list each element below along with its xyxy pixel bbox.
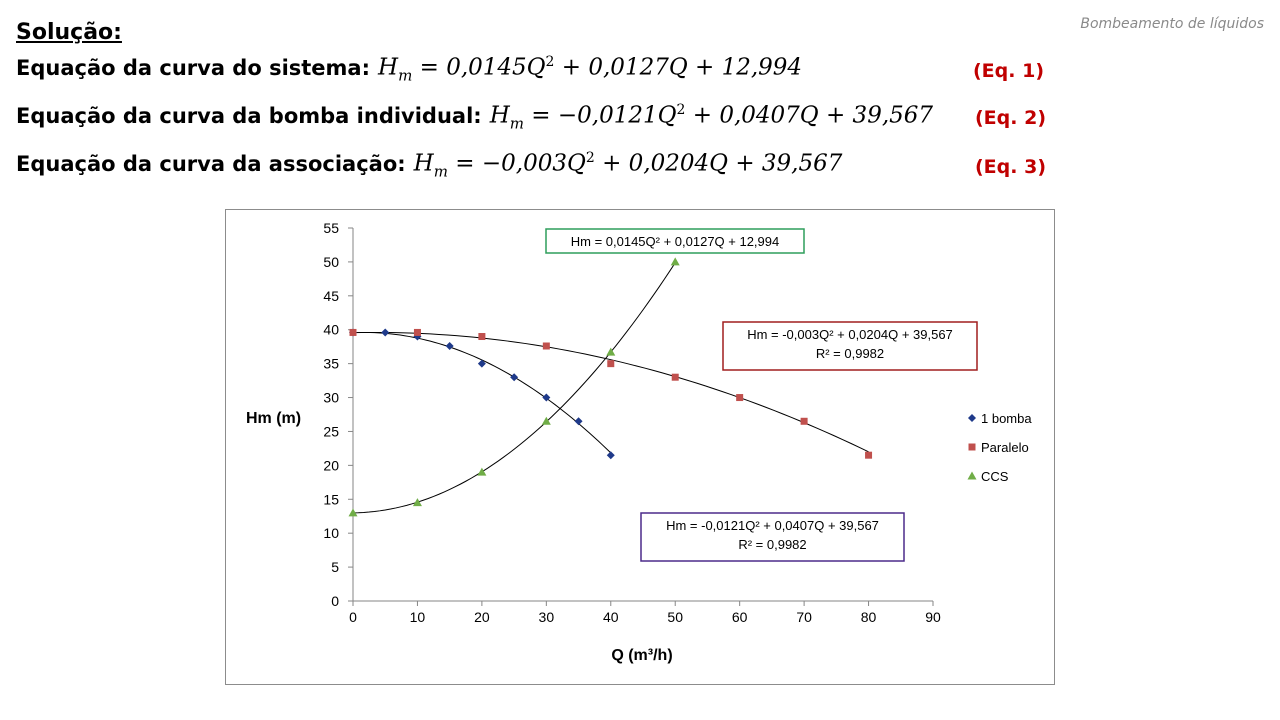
- equation-box-text: Hm = -0,0121Q² + 0,0407Q + 39,567: [666, 518, 879, 533]
- x-tick-label: 90: [925, 609, 941, 625]
- data-point-ccs: [541, 416, 551, 425]
- equation-pump: Equação da curva da bomba individual: Hm…: [16, 102, 933, 138]
- x-axis-title: Q (m³/h): [611, 647, 672, 664]
- header-note: Bombeamento de líquidos: [1080, 16, 1264, 32]
- data-point-paralelo: [800, 417, 808, 425]
- legend-label: 1 bomba: [981, 411, 1032, 426]
- y-tick-label: 40: [323, 322, 339, 338]
- data-point-paralelo: [349, 328, 357, 336]
- data-point-ccs: [606, 347, 616, 356]
- y-tick-label: 30: [323, 390, 339, 406]
- equation-formula: Hm = −0,0121Q2 + 0,0407Q + 39,567: [489, 102, 934, 133]
- data-point-paralelo: [607, 360, 615, 368]
- trendline-ccs: [352, 262, 676, 514]
- equation-box-bomba: [640, 512, 905, 562]
- equation-box-text: R² = 0,9982: [816, 346, 884, 361]
- x-tick-label: 70: [796, 609, 812, 625]
- data-point-1-bomba: [510, 373, 519, 382]
- y-axis-title: Hm (m): [246, 410, 301, 427]
- data-point-1-bomba: [381, 328, 390, 337]
- legend-marker: [968, 414, 976, 422]
- data-point-1-bomba: [542, 393, 551, 402]
- x-tick-label: 50: [667, 609, 683, 625]
- data-point-ccs: [670, 257, 680, 266]
- y-tick-label: 50: [323, 254, 339, 270]
- y-tick-label: 20: [323, 457, 339, 473]
- chart-frame: 0 5 10 15 20 25 30 35 40 45 50 55 0 10 20 30 40 50 60 70 80 9…: [225, 209, 1055, 685]
- data-point-ccs: [477, 467, 487, 476]
- y-tick-label: 10: [323, 525, 339, 541]
- equation-box-text: R² = 0,9982: [738, 537, 806, 552]
- legend-marker: [967, 471, 977, 480]
- x-tick-label: 40: [603, 609, 619, 625]
- equation-label: Equação da curva da associação:: [16, 151, 406, 176]
- x-tick-label: 10: [410, 609, 426, 625]
- x-tick-label: 30: [539, 609, 555, 625]
- y-tick-label: 45: [323, 288, 339, 304]
- equation-association: Equação da curva da associação: Hm = −0,…: [16, 150, 842, 186]
- y-tick-label: 25: [323, 423, 339, 439]
- trendline-1-bomba: [352, 331, 612, 454]
- legend-label: Paralelo: [981, 440, 1029, 455]
- data-point-ccs: [348, 508, 358, 517]
- data-point-ccs: [412, 498, 422, 507]
- data-point-paralelo: [671, 373, 679, 381]
- y-tick-label: 35: [323, 356, 339, 372]
- equation-label: Equação da curva do sistema:: [16, 55, 370, 80]
- legend-marker: [968, 443, 976, 451]
- data-point-paralelo: [478, 333, 486, 341]
- equation-box-ccs: [545, 228, 805, 254]
- equation-box-text: Hm = 0,0145Q² + 0,0127Q + 12,994: [571, 234, 780, 249]
- x-tick-label: 0: [349, 609, 357, 625]
- data-point-1-bomba: [445, 342, 454, 351]
- data-point-1-bomba: [477, 359, 486, 368]
- x-tick-label: 80: [861, 609, 877, 625]
- equation-tag-3: (Eq. 3): [975, 156, 1046, 178]
- equation-box-paralelo: [722, 321, 978, 371]
- equation-formula: Hm = −0,003Q2 + 0,0204Q + 39,567: [413, 150, 843, 181]
- data-point-1-bomba: [606, 451, 615, 460]
- solution-title: Solução:: [16, 20, 122, 45]
- y-tick-label: 55: [323, 220, 339, 236]
- y-tick-label: 15: [323, 491, 339, 507]
- trendline-paralelo: [352, 331, 869, 453]
- data-point-paralelo: [542, 342, 550, 350]
- data-point-paralelo: [736, 394, 744, 402]
- y-tick-label: 5: [331, 559, 339, 575]
- x-tick-label: 60: [732, 609, 748, 625]
- equation-tag-1: (Eq. 1): [973, 60, 1044, 82]
- equation-system: Equação da curva do sistema: Hm = 0,0145…: [16, 54, 802, 90]
- pump-curve-chart: 0 5 10 15 20 25 30 35 40 45 50 55 0 10 20 30 40 50 60 70 80 9…: [246, 220, 1032, 664]
- data-point-paralelo: [413, 328, 421, 336]
- data-point-paralelo: [865, 451, 873, 459]
- equation-box-text: Hm = -0,003Q² + 0,0204Q + 39,567: [747, 327, 953, 342]
- data-point-1-bomba: [574, 417, 583, 426]
- equation-label: Equação da curva da bomba individual:: [16, 103, 482, 128]
- x-tick-label: 20: [474, 609, 490, 625]
- equation-tag-2: (Eq. 2): [975, 107, 1046, 129]
- equation-formula: Hm = 0,0145Q2 + 0,0127Q + 12,994: [378, 54, 803, 85]
- legend-label: CCS: [981, 469, 1009, 484]
- y-tick-label: 0: [331, 593, 339, 609]
